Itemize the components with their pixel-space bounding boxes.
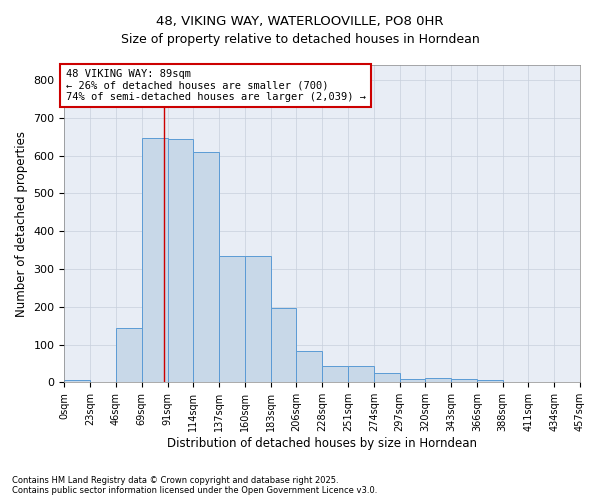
- Bar: [271, 308, 296, 382]
- Bar: [374, 373, 400, 382]
- Text: Contains HM Land Registry data © Crown copyright and database right 2025.
Contai: Contains HM Land Registry data © Crown c…: [12, 476, 377, 495]
- Bar: [296, 351, 322, 382]
- Bar: [193, 152, 219, 382]
- Bar: [477, 380, 503, 382]
- Bar: [400, 378, 425, 382]
- Bar: [451, 378, 477, 382]
- Bar: [116, 328, 142, 382]
- Bar: [64, 380, 90, 382]
- Bar: [322, 366, 348, 382]
- X-axis label: Distribution of detached houses by size in Horndean: Distribution of detached houses by size …: [167, 437, 477, 450]
- Text: 48 VIKING WAY: 89sqm
← 26% of detached houses are smaller (700)
74% of semi-deta: 48 VIKING WAY: 89sqm ← 26% of detached h…: [65, 69, 365, 102]
- Y-axis label: Number of detached properties: Number of detached properties: [15, 130, 28, 316]
- Bar: [348, 366, 374, 382]
- Bar: [425, 378, 451, 382]
- Text: 48, VIKING WAY, WATERLOOVILLE, PO8 0HR: 48, VIKING WAY, WATERLOOVILLE, PO8 0HR: [156, 15, 444, 28]
- Bar: [245, 256, 271, 382]
- Bar: [167, 138, 193, 382]
- Bar: [219, 256, 245, 382]
- Bar: [142, 138, 167, 382]
- Text: Size of property relative to detached houses in Horndean: Size of property relative to detached ho…: [121, 32, 479, 46]
